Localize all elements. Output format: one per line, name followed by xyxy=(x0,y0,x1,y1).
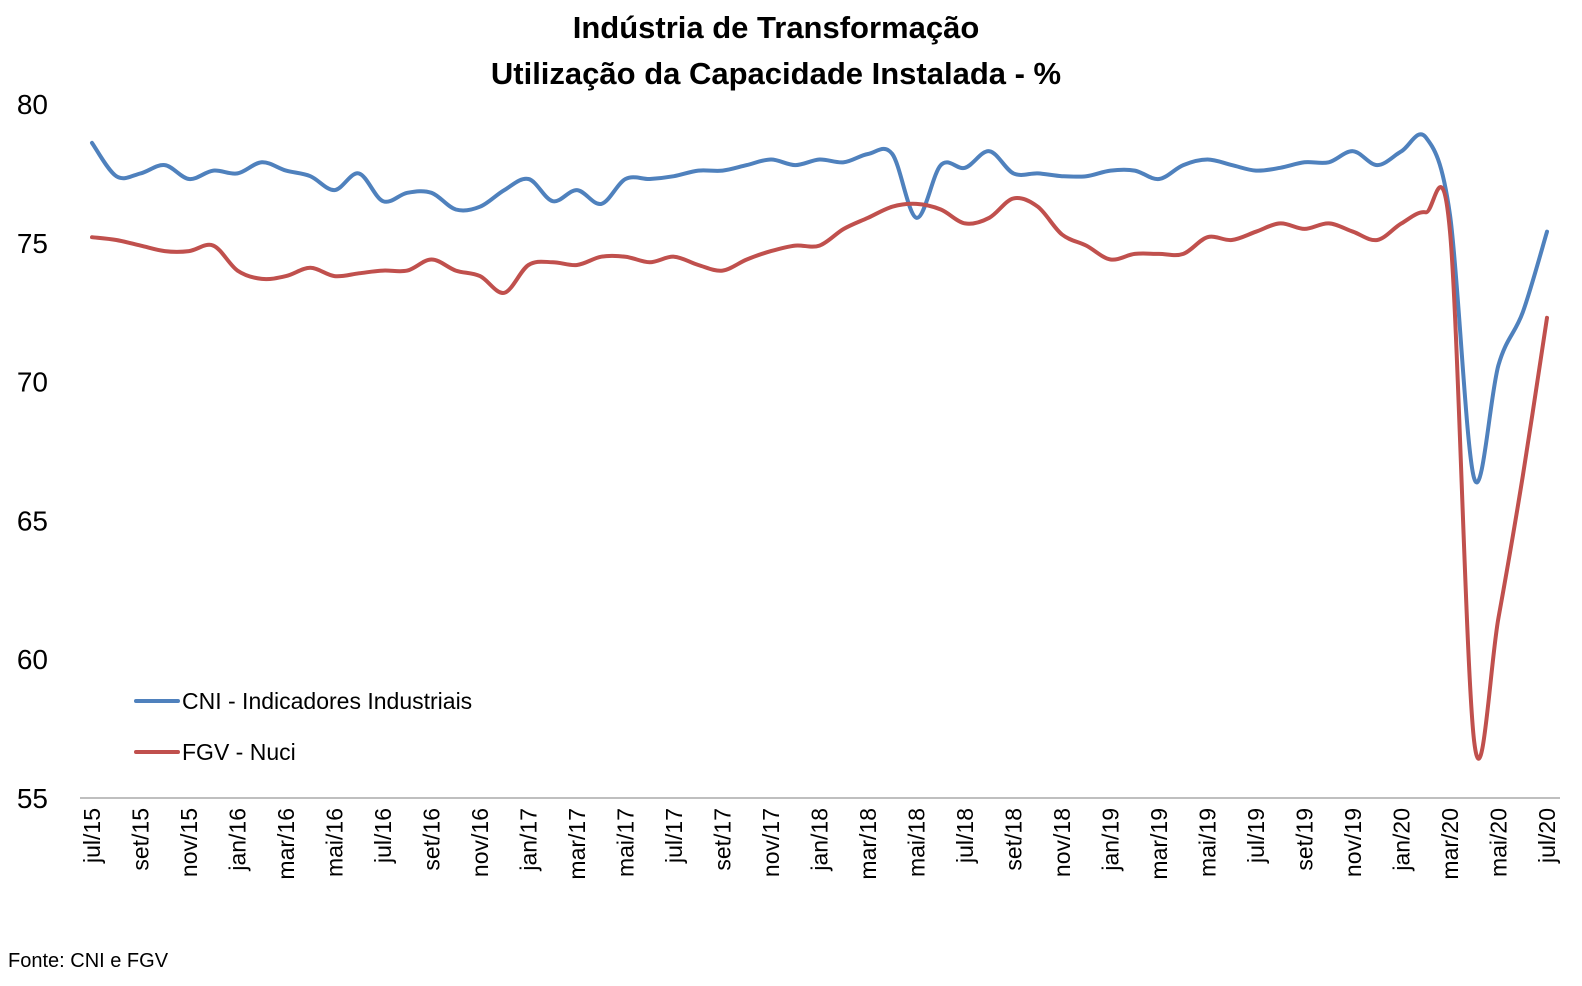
y-tick-label: 80 xyxy=(17,89,48,120)
series-line-cni xyxy=(90,132,1549,485)
x-tick-label: jul/17 xyxy=(661,808,687,864)
x-tick-label: jul/16 xyxy=(370,808,396,864)
x-tick-label: nov/15 xyxy=(176,808,202,877)
x-tick-label: nov/18 xyxy=(1049,808,1075,877)
x-tick-label: jan/19 xyxy=(1098,808,1124,872)
x-tick-label: set/16 xyxy=(419,808,445,871)
x-tick-label: nov/16 xyxy=(467,808,493,877)
x-tick-label: jan/20 xyxy=(1389,808,1415,872)
x-tick-label: mar/20 xyxy=(1437,808,1463,880)
x-tick-label: jul/19 xyxy=(1243,808,1269,864)
x-tick-label: jul/18 xyxy=(952,808,978,864)
x-axis-tick-labels: jul/15 set/15 nov/15 jan/16 mar/16 mai/16 jul/… xyxy=(79,808,1560,880)
x-tick-label: jan/17 xyxy=(516,808,542,872)
x-tick-label: set/15 xyxy=(128,808,154,871)
x-tick-label: mai/18 xyxy=(904,808,930,877)
x-tick-label: nov/17 xyxy=(758,808,784,877)
x-tick-label: mar/19 xyxy=(1146,808,1172,880)
series-line-fgv xyxy=(90,185,1549,761)
y-tick-label: 70 xyxy=(17,367,48,398)
x-tick-label: mar/16 xyxy=(273,808,299,880)
y-axis-tick-labels: 55 60 65 70 75 80 xyxy=(17,89,48,814)
legend: CNI - Indicadores Industriais FGV - Nuci xyxy=(134,688,472,765)
legend-label-cni: CNI - Indicadores Industriais xyxy=(182,688,472,714)
x-tick-label: mar/17 xyxy=(564,808,590,880)
y-tick-label: 75 xyxy=(17,228,48,259)
x-tick-label: nov/19 xyxy=(1340,808,1366,877)
x-tick-label: mai/17 xyxy=(613,808,639,877)
x-tick-label: jan/18 xyxy=(807,808,833,872)
y-tick-label: 60 xyxy=(17,644,48,675)
x-tick-label: set/19 xyxy=(1292,808,1318,871)
series-lines xyxy=(90,132,1549,761)
x-tick-label: set/18 xyxy=(1001,808,1027,871)
x-tick-label: mai/16 xyxy=(322,808,348,877)
x-tick-label: jul/20 xyxy=(1534,808,1560,864)
y-tick-label: 55 xyxy=(17,783,48,814)
y-tick-label: 65 xyxy=(17,505,48,536)
x-tick-label: mai/19 xyxy=(1195,808,1221,877)
x-tick-label: mar/18 xyxy=(855,808,881,880)
x-tick-label: jan/16 xyxy=(225,808,251,872)
x-tick-label: jul/15 xyxy=(79,808,105,864)
source-note: Fonte: CNI e FGV xyxy=(8,950,169,972)
x-tick-label: mai/20 xyxy=(1486,808,1512,877)
x-tick-label: set/17 xyxy=(710,808,736,871)
legend-label-fgv: FGV - Nuci xyxy=(182,739,296,765)
chart-title: Indústria de Transformação xyxy=(573,10,980,45)
chart-subtitle: Utilização da Capacidade Instalada - % xyxy=(491,56,1061,91)
